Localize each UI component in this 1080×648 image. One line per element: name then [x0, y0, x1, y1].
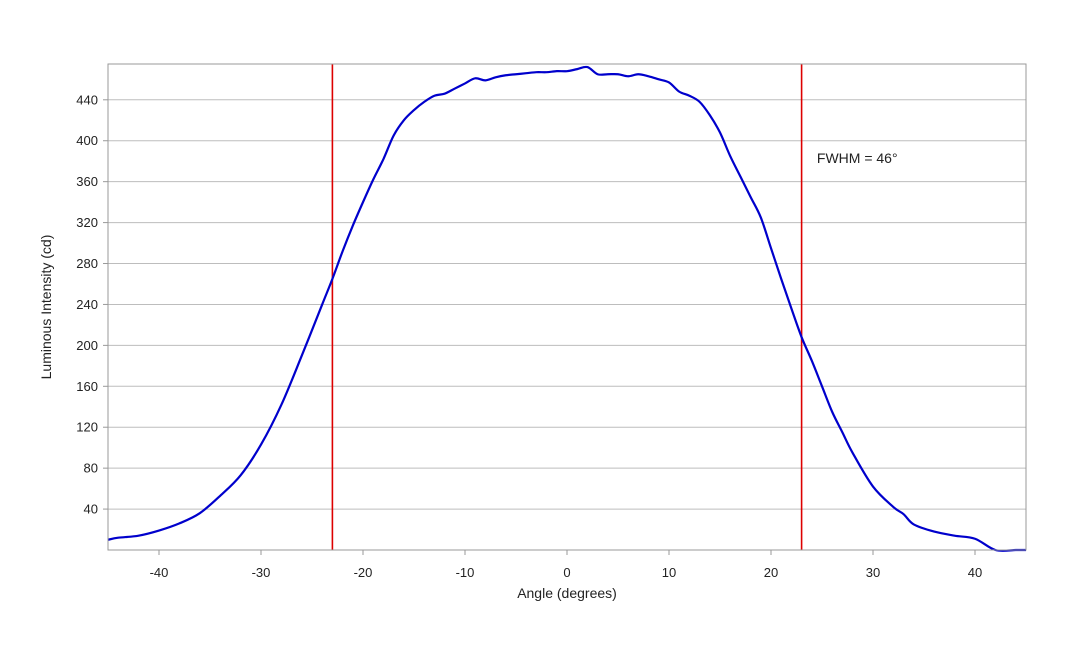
- x-tick-label: 10: [662, 565, 676, 580]
- y-tick-label: 280: [76, 256, 98, 271]
- annotations: FWHM = 46°: [817, 150, 898, 166]
- y-tick-label: 400: [76, 133, 98, 148]
- y-tick-label: 120: [76, 420, 98, 435]
- x-tick-label: 40: [968, 565, 982, 580]
- y-tick-label: 200: [76, 338, 98, 353]
- y-tick-label: 240: [76, 297, 98, 312]
- x-tick-label: -30: [252, 565, 271, 580]
- grid-lines: [108, 99, 1026, 510]
- y-tick-label: 80: [84, 461, 98, 476]
- x-tick-label: 0: [563, 565, 570, 580]
- y-tick-label: 440: [76, 92, 98, 107]
- fwhm-annotation: FWHM = 46°: [817, 150, 898, 166]
- x-tick-label: 20: [764, 565, 778, 580]
- x-axis-ticks: -40 -30 -20 -10 0 10 20 30 40: [150, 550, 982, 580]
- plot-frame: [107, 63, 1027, 551]
- x-tick-label: -10: [456, 565, 475, 580]
- y-tick-label: 40: [84, 502, 98, 517]
- x-tick-label: -20: [354, 565, 373, 580]
- x-axis-title: Angle (degrees): [517, 585, 617, 601]
- y-tick-label: 360: [76, 174, 98, 189]
- y-tick-label: 160: [76, 379, 98, 394]
- y-axis-title: Luminous Intensity (cd): [38, 235, 54, 380]
- reference-lines: [331, 64, 803, 550]
- x-tick-label: 30: [866, 565, 880, 580]
- y-axis-ticks: 40 80 120 160 200 240 280 320 360 400 440: [76, 92, 108, 517]
- intensity-curve: [107, 65, 1026, 552]
- x-tick-label: -40: [150, 565, 169, 580]
- data-series: [107, 65, 1026, 552]
- y-tick-label: 320: [76, 215, 98, 230]
